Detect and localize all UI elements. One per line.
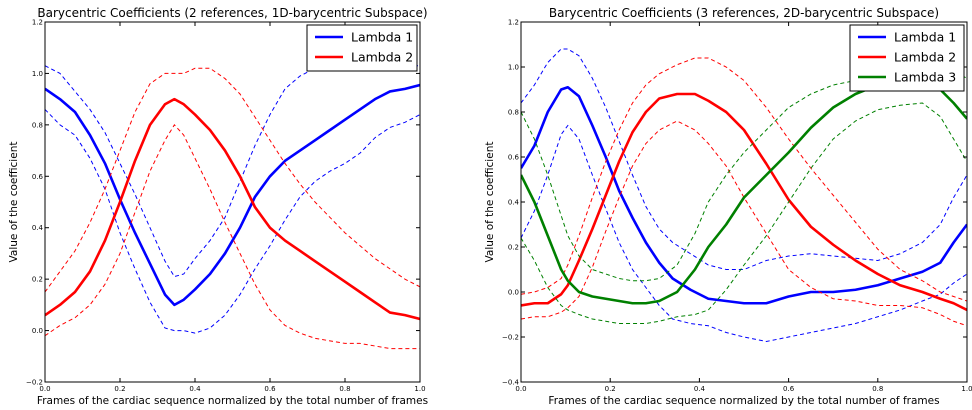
x-tick-label: 1.0: [414, 385, 425, 393]
x-tick-label: 0.8: [872, 385, 883, 393]
y-tick-label: −0.2: [502, 334, 519, 342]
x-tick-label: 0.0: [515, 385, 526, 393]
y-tick-label: 0.0: [32, 327, 43, 335]
legend-label: Lambda 3: [894, 70, 956, 85]
legend-label: Lambda 2: [351, 50, 413, 65]
x-tick-label: 0.4: [189, 385, 201, 393]
series-line: [45, 83, 420, 307]
series-lower-bound-line: [45, 124, 420, 350]
legend: Lambda 1 Lambda 2: [306, 24, 418, 72]
series-upper-bound-line: [521, 48, 967, 270]
y-tick-label: 0.8: [508, 109, 519, 117]
series-line: [45, 97, 420, 321]
series-lower-bound-line: [45, 109, 420, 334]
series-group: [521, 48, 967, 343]
y-tick-label: 1.2: [32, 19, 43, 27]
series-upper-bound-line: [521, 66, 967, 282]
y-tick-label: −0.2: [26, 379, 43, 387]
legend: Lambda 1 Lambda 2 Lambda 3: [849, 24, 965, 92]
x-tick-label: 0.6: [264, 385, 276, 393]
legend-box: [306, 24, 418, 72]
x-axis-label: Frames of the cardiac sequence normalize…: [37, 395, 428, 407]
legend-label: Lambda 2: [894, 50, 956, 65]
chart-title: Barycentric Coefficients (3 references, …: [549, 6, 939, 20]
x-tick-label: 0.4: [694, 385, 706, 393]
series-lower-bound-line: [521, 120, 967, 327]
x-tick-label: 1.0: [961, 385, 972, 393]
x-tick-label: 0.2: [605, 385, 616, 393]
y-axis-label: Value of the coefficient: [484, 142, 496, 263]
y-axis-label: Value of the coefficient: [8, 142, 20, 263]
x-tick-label: 0.6: [783, 385, 795, 393]
x-tick-label: 0.2: [114, 385, 125, 393]
y-tick-label: 0.6: [508, 154, 520, 162]
y-tick-label: 0.6: [32, 173, 44, 181]
y-tick-label: 0.2: [508, 244, 519, 252]
series-lower-bound-line: [521, 124, 967, 343]
x-tick-label: 0.0: [39, 385, 50, 393]
y-tick-label: 1.0: [32, 70, 43, 78]
series-line: [521, 85, 967, 305]
y-tick-label: 0.4: [32, 224, 44, 232]
series-upper-bound-line: [521, 57, 967, 302]
x-axis-label: Frames of the cardiac sequence normalize…: [548, 395, 939, 407]
series-upper-bound-line: [45, 67, 420, 293]
chart-panel-1: Barycentric Coefficients (2 references, …: [8, 6, 428, 407]
legend-label: Lambda 1: [351, 30, 413, 45]
y-tick-label: 0.0: [508, 289, 519, 297]
chart-title: Barycentric Coefficients (2 references, …: [37, 6, 427, 20]
series-line: [521, 92, 967, 312]
y-tick-label: 1.2: [508, 19, 519, 27]
series-group: [45, 65, 420, 350]
y-tick-label: −0.4: [502, 379, 520, 387]
y-tick-label: 0.2: [32, 276, 43, 284]
series-lower-bound-line: [521, 102, 967, 324]
chart-panel-2: Barycentric Coefficients (3 references, …: [484, 6, 972, 407]
y-tick-label: 0.4: [508, 199, 520, 207]
y-tick-label: 1.0: [508, 64, 519, 72]
x-tick-label: 0.8: [339, 385, 350, 393]
series-upper-bound-line: [45, 65, 420, 278]
y-tick-label: 0.8: [32, 121, 43, 129]
plot-frame: [44, 21, 421, 383]
legend-label: Lambda 1: [894, 30, 956, 45]
